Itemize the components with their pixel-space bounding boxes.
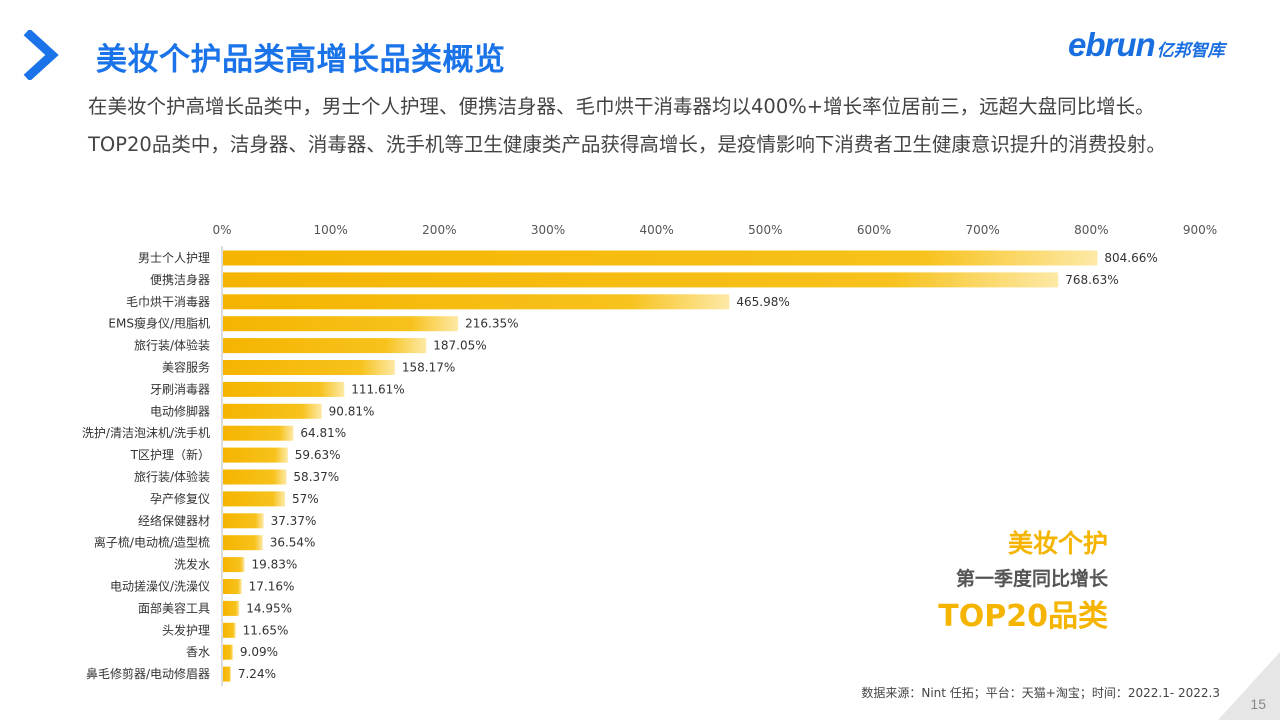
bar — [223, 535, 263, 551]
value-label: 64.81% — [300, 426, 346, 440]
callout-line1: 美妆个护 — [1007, 529, 1108, 558]
category-label: 洗发水 — [174, 557, 210, 572]
value-label: 216.35% — [465, 317, 518, 331]
value-label: 187.05% — [433, 339, 486, 353]
bar — [223, 513, 264, 529]
value-label: 57% — [292, 492, 319, 506]
page-corner-decoration — [1218, 652, 1280, 720]
x-tick-label: 900% — [1183, 223, 1217, 237]
value-label: 37.37% — [271, 514, 317, 528]
value-label: 19.83% — [252, 558, 298, 572]
value-label: 7.24% — [238, 667, 276, 681]
page-number: 15 — [1250, 696, 1266, 712]
x-tick-label: 300% — [531, 223, 565, 237]
x-tick-label: 200% — [422, 223, 456, 237]
category-label: EMS瘦身仪/甩脂机 — [108, 316, 210, 331]
value-label: 804.66% — [1104, 251, 1157, 265]
bar — [223, 622, 236, 638]
callout-line3: TOP20品类 — [938, 599, 1108, 634]
bar — [223, 316, 459, 332]
ebrun-logo: ebrun 亿邦智库 — [1068, 26, 1225, 64]
bar — [223, 425, 294, 441]
value-label: 465.98% — [736, 295, 789, 309]
value-label: 58.37% — [293, 470, 339, 484]
bar — [223, 250, 1098, 266]
x-tick-label: 400% — [640, 223, 674, 237]
callout-line2: 第一季度同比增长 — [955, 568, 1108, 590]
value-label: 11.65% — [243, 623, 289, 637]
bar — [223, 403, 322, 419]
value-label: 59.63% — [295, 448, 341, 462]
x-tick-label: 700% — [966, 223, 1000, 237]
category-label: 洗护/清洁泡沫机/洗手机 — [82, 426, 210, 440]
chevron-right-icon — [23, 30, 59, 80]
bar — [223, 644, 233, 660]
x-tick-label: 100% — [314, 223, 348, 237]
value-label: 36.54% — [270, 536, 316, 550]
category-label: 旅行装/体验装 — [134, 338, 210, 353]
x-tick-label: 500% — [748, 223, 782, 237]
callout: 美妆个护 第一季度同比增长 TOP20品类 — [938, 526, 1108, 638]
x-tick-label: 600% — [857, 223, 891, 237]
category-label: 电动搓澡仪/洗澡仪 — [110, 579, 210, 594]
category-label: 旅行装/体验装 — [134, 469, 210, 484]
value-label: 14.95% — [246, 601, 292, 615]
category-label: 男士个人护理 — [138, 251, 210, 265]
bar — [223, 491, 285, 507]
value-label: 111.61% — [351, 382, 404, 396]
value-label: 768.63% — [1065, 273, 1118, 287]
bar — [223, 447, 288, 463]
category-label: 香水 — [186, 645, 210, 659]
bar — [223, 381, 345, 397]
category-label: T区护理（新） — [130, 447, 210, 462]
bar — [223, 600, 240, 616]
category-label: 面部美容工具 — [138, 600, 210, 615]
growth-bar-chart: 0% 100% 200% 300% 400% 500% 600% 700% 800% 900% 男… — [82, 223, 1217, 687]
value-label: 158.17% — [402, 361, 455, 375]
value-label: 90.81% — [329, 404, 375, 418]
bar — [223, 469, 287, 485]
x-tick-label: 800% — [1074, 223, 1108, 237]
x-tick-label: 0% — [212, 223, 231, 237]
value-label: 9.09% — [240, 645, 278, 659]
category-label: 电动修脚器 — [150, 403, 210, 418]
category-label: 孕产修复仪 — [150, 491, 210, 506]
description-text: 在美妆个护高增长品类中，男士个人护理、便携洁身器、毛巾烘干消毒器均以400%+增… — [88, 95, 1166, 156]
logo-text-cn: 亿邦智库 — [1156, 41, 1225, 61]
bar — [223, 294, 730, 310]
category-label: 便携洁身器 — [150, 272, 210, 287]
value-label: 17.16% — [249, 580, 295, 594]
category-label: 牙刷消毒器 — [150, 382, 210, 396]
bar — [223, 666, 231, 682]
category-label: 经络保健器材 — [138, 513, 210, 528]
logo-text-en: ebrun — [1068, 26, 1156, 63]
category-label: 毛巾烘干消毒器 — [126, 295, 210, 309]
category-label: 离子梳/电动梳/造型梳 — [94, 535, 210, 550]
bar — [223, 360, 395, 375]
bar — [223, 338, 427, 354]
data-source-note: 数据来源：Nint 任拓；平台：天猫+淘宝；时间：2022.1- 2022.3 — [861, 686, 1220, 700]
bar — [223, 579, 242, 594]
bar — [223, 557, 245, 573]
category-label: 美容服务 — [162, 360, 210, 375]
bar — [223, 272, 1059, 288]
page-title: 美妆个护品类高增长品类概览 — [96, 42, 506, 78]
category-label: 头发护理 — [162, 622, 210, 637]
category-label: 鼻毛修剪器/电动修眉器 — [86, 666, 210, 681]
